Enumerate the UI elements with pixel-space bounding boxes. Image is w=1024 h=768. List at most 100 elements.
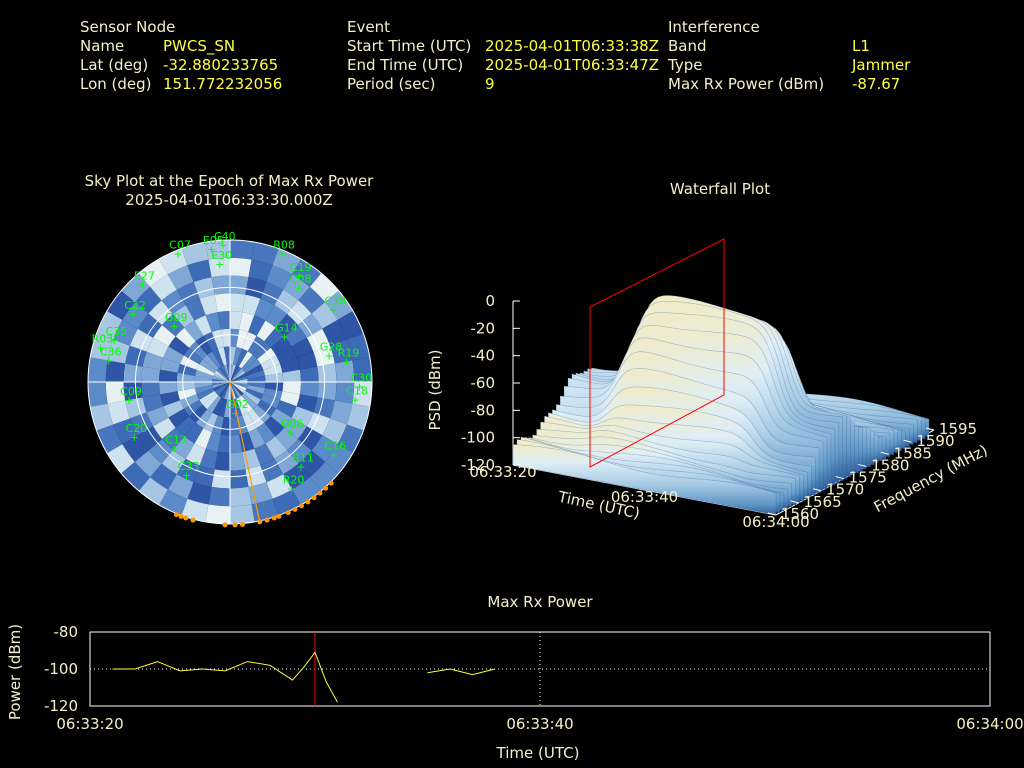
sky-power-cell (254, 443, 275, 466)
satellite-label: C22 (124, 299, 146, 312)
sky-power-cell (175, 416, 196, 437)
jammer-bearing-dot (257, 519, 263, 525)
sky-power-cell (212, 382, 230, 386)
sky-power-cell (185, 298, 206, 321)
sky-power-cell (217, 398, 227, 417)
sky-power-cell (311, 302, 338, 329)
sky-power-cell (263, 388, 283, 401)
sky-power-cell (160, 357, 180, 373)
sky-power-cell (213, 373, 230, 382)
sky-power-cell (248, 315, 266, 336)
sky-power-cell (137, 426, 163, 451)
sky-power-cell (230, 469, 249, 489)
sky-power-cell (230, 240, 255, 260)
sky-power-cell (325, 444, 353, 474)
sensor-lat-label: Lat (deg) (80, 56, 149, 74)
satellite-marker: + (215, 258, 224, 271)
satellite-c13: +C13 (165, 433, 187, 455)
interference-band-value: L1 (852, 37, 870, 55)
psd-tick-label: -60 (471, 374, 496, 392)
satellite-g09: +G09 (165, 311, 188, 333)
sky-power-cell (260, 281, 284, 306)
satellite-e30: +E30 (211, 249, 232, 271)
sky-power-cell (297, 313, 323, 338)
interference-title: Interference (668, 18, 760, 36)
sky-power-cell (205, 432, 221, 452)
sky-power-cell (88, 357, 108, 382)
event-period-label: Period (sec) (347, 75, 436, 93)
sky-power-cell (221, 382, 230, 399)
satellite-marker: + (110, 334, 119, 347)
sky-power-cell (211, 469, 230, 489)
time-tick-label: 06:33:20 (469, 463, 536, 481)
satellite-marker: + (329, 448, 338, 461)
sky-power-cell (150, 274, 177, 301)
sky-power-cell (276, 346, 297, 364)
frequency-tick (835, 476, 844, 480)
event-end-value: 2025-04-01T06:33:47Z (485, 56, 659, 74)
sky-power-cell (162, 427, 185, 450)
sky-power-cell (330, 400, 353, 425)
sky-power-cell (195, 335, 213, 355)
sky-power-cell (238, 351, 253, 369)
sky-power-cell (168, 336, 190, 356)
interference-type-value: Jammer (852, 56, 911, 74)
satellite-marker: + (355, 381, 364, 394)
sky-power-cell (230, 366, 242, 382)
sky-power-cell (239, 432, 255, 452)
jammer-bearing-dot (222, 522, 228, 528)
sky-power-cell (230, 486, 252, 507)
jammer-bearing-dot (323, 485, 329, 491)
sky-power-cell (243, 359, 261, 374)
sky-power-cell (205, 312, 221, 332)
sky-power-cell (322, 319, 347, 346)
sky-power-cell (138, 259, 168, 287)
sky-power-cell (207, 395, 222, 413)
sky-power-cell (181, 498, 209, 522)
sky-power-cell (211, 415, 224, 435)
interference-block: Interference Band L1 Type Jammer Max Rx … (668, 18, 910, 94)
psd-tick-label: 0 (485, 292, 495, 310)
satellite-label: C38 (325, 295, 347, 308)
sky-power-cell (184, 320, 204, 342)
sky-power-cell (196, 388, 215, 400)
satellite-marker: + (182, 469, 191, 482)
sky-power-cell (352, 357, 372, 382)
sky-power-cell (125, 345, 147, 367)
satellite-marker: + (96, 341, 105, 354)
sky-power-cell (298, 286, 326, 314)
sky-power-cell (123, 363, 143, 382)
sky-power-cell (196, 364, 215, 376)
sky-power-cell (159, 248, 188, 275)
sky-power-cell (141, 366, 161, 382)
sky-power-cell (218, 366, 230, 382)
sky-power-cell (322, 418, 347, 445)
sky-power-cell (275, 427, 298, 450)
sky-power-cell (283, 274, 310, 301)
satellite-marker: + (342, 355, 351, 368)
sky-power-cell (236, 348, 248, 367)
satellite-c20: +C20 (126, 422, 148, 444)
sky-power-cell (194, 382, 213, 389)
sky-power-cell (183, 347, 203, 365)
satellite-r11: +R11 (292, 452, 314, 474)
sky-power-cell (230, 382, 248, 386)
satellite-marker: + (294, 282, 303, 295)
satellite-marker: + (173, 247, 182, 260)
sky-power-cell (175, 327, 196, 348)
sky-power-cell (146, 406, 169, 427)
sky-power-cell (282, 382, 301, 395)
frequency-tick-label: 1590 (916, 432, 954, 450)
sky-power-cell (242, 331, 257, 352)
sky-power-cell (138, 477, 168, 505)
sky-power-cell (264, 372, 284, 382)
sky-power-cell (236, 329, 249, 349)
sky-power-cell (185, 443, 206, 466)
sky-power-cell (212, 378, 230, 382)
sky-power-cell (150, 463, 177, 490)
sky-power-cell (187, 259, 212, 282)
sky-power-cell (212, 397, 224, 416)
satellite-c30: +C30 (350, 372, 372, 394)
satellite-marker: + (280, 330, 289, 343)
sky-power-cell (218, 382, 230, 398)
